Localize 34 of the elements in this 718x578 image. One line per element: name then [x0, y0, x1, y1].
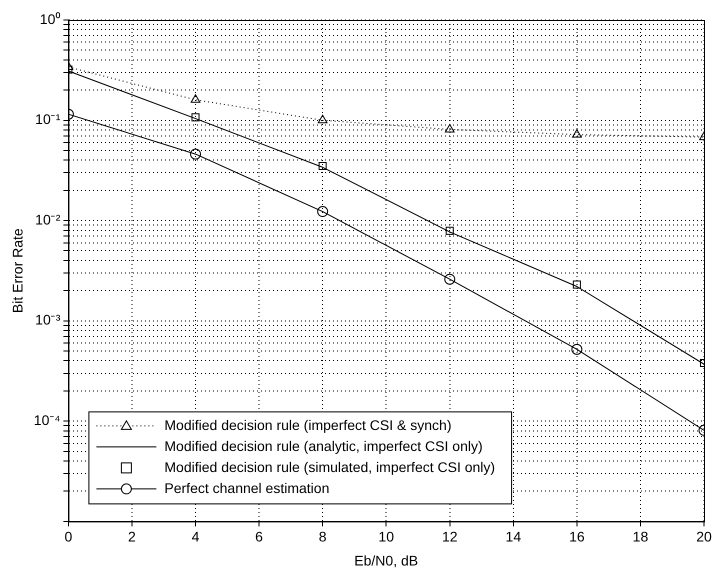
- legend-label: Perfect channel estimation: [164, 480, 330, 496]
- x-tick-label: 14: [506, 528, 522, 545]
- x-tick-label: 2: [128, 528, 136, 545]
- x-tick-label: 18: [632, 528, 648, 545]
- legend-label: Modified decision rule (imperfect CSI & synch): [164, 416, 452, 433]
- point: [446, 226, 454, 235]
- x-tick-label: 20: [696, 528, 712, 545]
- y-tick-label: 10⁻³: [35, 312, 61, 328]
- point: [190, 94, 200, 103]
- x-axis-title: Eb/N0, dB: [354, 552, 418, 568]
- point: [444, 124, 455, 132]
- point: [571, 344, 582, 355]
- y-tick-label: 10⁻⁴: [34, 412, 60, 428]
- legend-label: Modified decision rule (simulated, imperfect CSI only): [164, 458, 496, 475]
- y-axis-title: Bit Error Rate: [9, 228, 26, 314]
- legend-label: Modified decision rule (analytic, imperfect CSI only): [164, 438, 483, 454]
- x-tick-label: 6: [255, 528, 264, 545]
- point: [444, 274, 456, 285]
- x-tick-label: 10: [378, 528, 394, 545]
- y-tick-label: 10⁻²: [35, 211, 61, 228]
- point: [318, 114, 328, 124]
- point: [317, 206, 328, 218]
- point: [318, 162, 327, 170]
- point: [572, 129, 582, 138]
- point: [190, 148, 202, 160]
- x-tick-label: 0: [64, 528, 72, 545]
- y-tick-label: 10⁰: [40, 10, 60, 27]
- y-tick-label: 10⁻¹: [35, 111, 61, 128]
- point: [191, 113, 200, 122]
- x-tick-label: 12: [442, 528, 458, 545]
- x-tick-label: 8: [318, 528, 327, 545]
- x-tick-label: 4: [192, 528, 200, 545]
- x-tick-label: 16: [569, 528, 585, 545]
- point: [572, 280, 581, 289]
